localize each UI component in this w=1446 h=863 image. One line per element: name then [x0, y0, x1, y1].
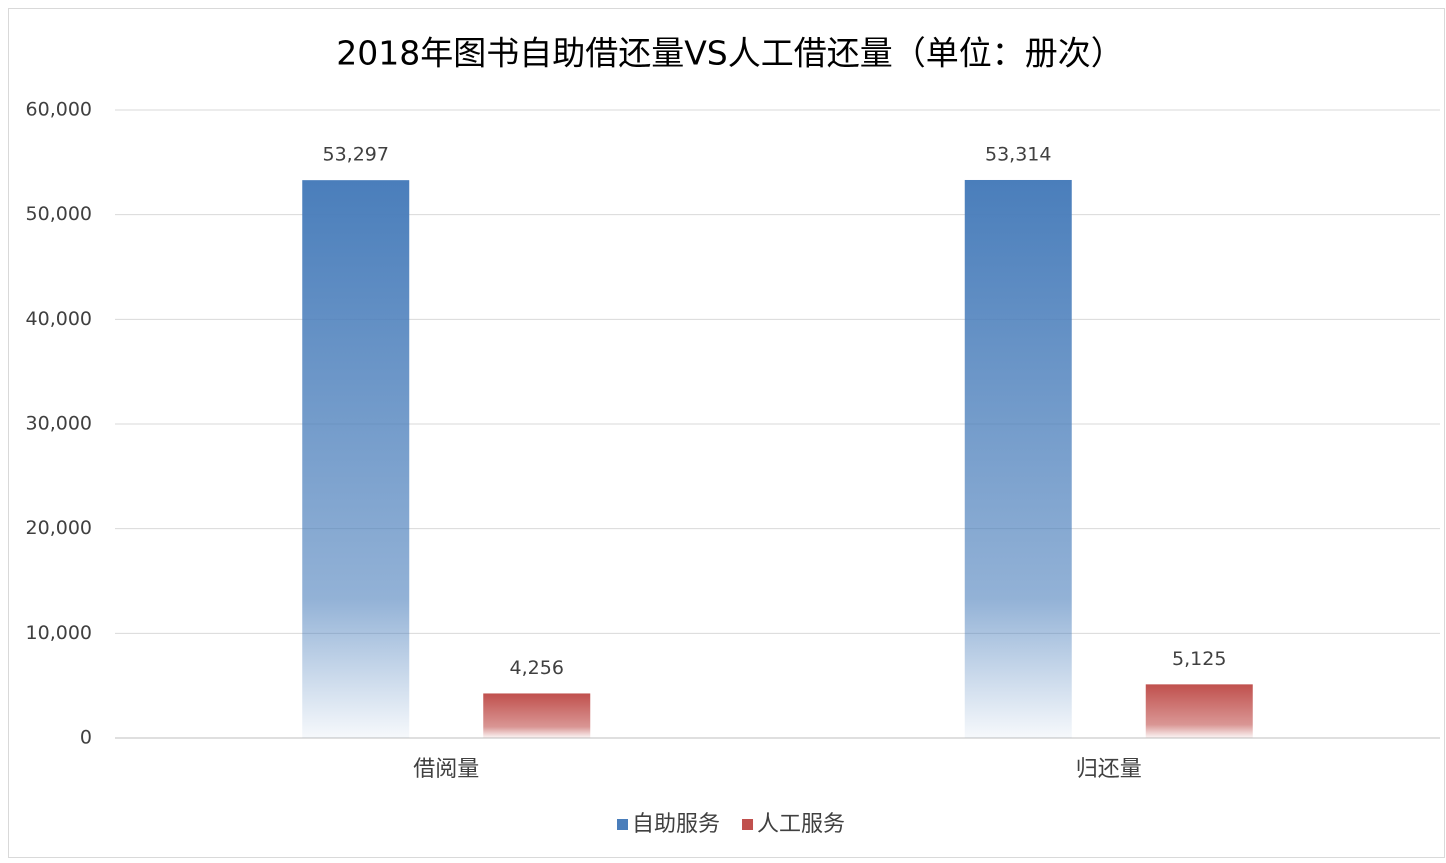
- x-tick-label: 归还量: [1076, 757, 1142, 782]
- y-tick-label: 50,000: [26, 203, 92, 225]
- bar: [483, 693, 591, 738]
- bar: [1145, 684, 1253, 738]
- y-tick-label: 30,000: [26, 413, 92, 435]
- legend-swatch: [617, 819, 628, 830]
- bar: [964, 179, 1072, 739]
- data-label: 53,314: [985, 143, 1051, 165]
- y-tick-label: 40,000: [26, 308, 92, 330]
- data-label: 4,256: [510, 657, 564, 679]
- x-tick-label: 借阅量: [413, 757, 479, 782]
- y-tick-label: 10,000: [26, 622, 92, 644]
- legend-swatch: [742, 819, 754, 830]
- bar: [302, 180, 410, 738]
- data-label: 53,297: [323, 144, 389, 166]
- chart-title: 2018年图书自助借还量VS人工借还量（单位：册次）: [336, 34, 1124, 73]
- y-tick-label: 20,000: [26, 517, 92, 539]
- data-label: 5,125: [1172, 648, 1226, 670]
- legend-label: 自助服务: [632, 812, 720, 837]
- y-tick-label: 0: [80, 727, 92, 749]
- legend-label: 人工服务: [757, 812, 845, 837]
- y-tick-label: 60,000: [26, 99, 92, 121]
